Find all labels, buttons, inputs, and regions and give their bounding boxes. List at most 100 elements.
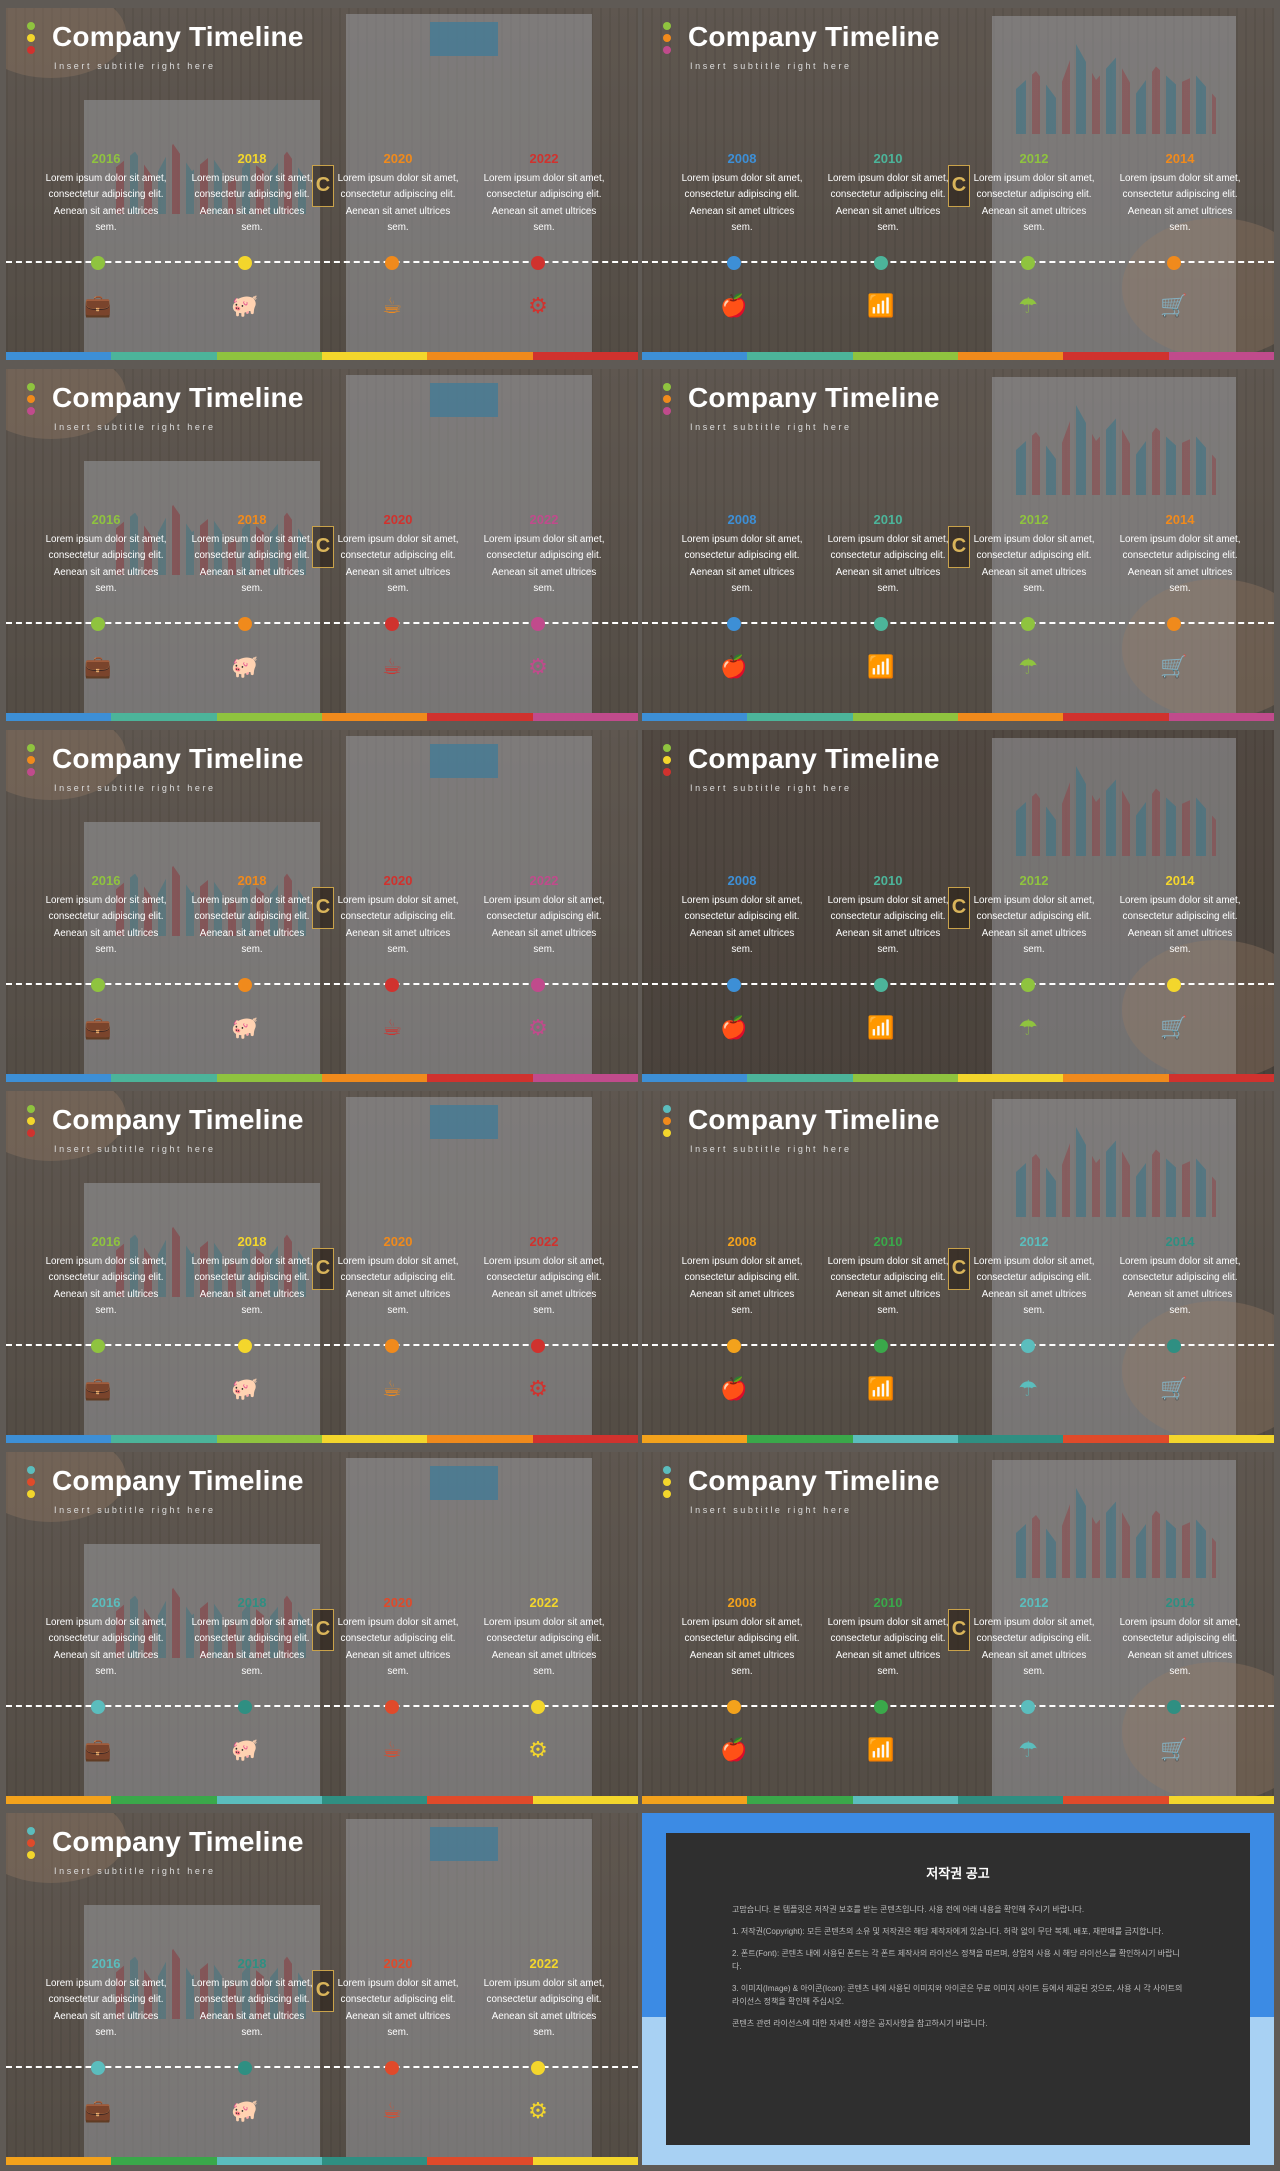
timeline-slide[interactable]: Company Timeline Insert subtitle right h… [642, 369, 1274, 721]
timeline-slide[interactable]: Company Timeline Insert subtitle right h… [642, 1091, 1274, 1443]
rss-icon: 📶 [866, 1015, 896, 1041]
timeline-description: Lorem ipsum dolor sit amet, consectetur … [680, 532, 804, 597]
color-bar-segment [322, 1074, 427, 1082]
timeline-description: Lorem ipsum dolor sit amet, consectetur … [972, 171, 1096, 236]
logo-badge: C [312, 1609, 334, 1651]
color-bar-segment [853, 352, 958, 360]
timeline-slide[interactable]: Company Timeline Insert subtitle right h… [6, 8, 638, 360]
timeline-year: 2012 [972, 151, 1096, 166]
color-bar-segment [111, 1074, 216, 1082]
timeline-year: 2008 [680, 1595, 804, 1610]
cart-icon: 🛒 [1159, 654, 1189, 680]
slide-title: Company Timeline [688, 382, 940, 414]
bottom-color-bar [6, 352, 638, 360]
color-bar-segment [1063, 1435, 1168, 1443]
color-bar-segment [427, 352, 532, 360]
color-bar-segment [6, 1796, 111, 1804]
color-bar-segment [322, 713, 427, 721]
timeline-node [385, 1339, 399, 1353]
timeline-year: 2010 [826, 151, 950, 166]
color-bar-segment [853, 713, 958, 721]
color-bar-segment [747, 713, 852, 721]
timeline-slide[interactable]: Company Timeline Insert subtitle right h… [642, 730, 1274, 1082]
color-bar-segment [217, 1074, 322, 1082]
apple-icon: 🍎 [719, 654, 749, 680]
slide-subtitle: Insert subtitle right here [690, 422, 852, 432]
timeline-node [727, 256, 741, 270]
header-dot [27, 34, 35, 42]
timeline-slide[interactable]: Company Timeline Insert subtitle right h… [6, 1813, 638, 2165]
header-dots [663, 744, 671, 780]
color-bar-segment [533, 1796, 638, 1804]
header-dot [663, 395, 671, 403]
timeline-node [238, 256, 252, 270]
timeline-node [91, 256, 105, 270]
timeline-description: Lorem ipsum dolor sit amet, consectetur … [680, 171, 804, 236]
timeline-year: 2012 [972, 873, 1096, 888]
color-bar-segment [111, 1435, 216, 1443]
logo-badge: C [312, 887, 334, 929]
header-dots [27, 1105, 35, 1141]
timeline-slide[interactable]: Company Timeline Insert subtitle right h… [642, 8, 1274, 360]
header-dot [27, 46, 35, 54]
gears-icon: ⚙ [523, 1737, 553, 1763]
slide-title: Company Timeline [688, 743, 940, 775]
coffee-cup-icon: ☕ [377, 1737, 407, 1763]
color-bar-segment [533, 1435, 638, 1443]
timeline-description: Lorem ipsum dolor sit amet, consectetur … [680, 1615, 804, 1680]
color-bar-segment [427, 713, 532, 721]
timeline-description: Lorem ipsum dolor sit amet, consectetur … [972, 532, 1096, 597]
timeline-year: 2012 [972, 1595, 1096, 1610]
timeline-description: Lorem ipsum dolor sit amet, consectetur … [680, 1254, 804, 1319]
timeline-description: Lorem ipsum dolor sit amet, consectetur … [482, 532, 606, 597]
slide-title: Company Timeline [52, 1465, 304, 1497]
timeline-node [91, 617, 105, 631]
rss-icon: 📶 [866, 293, 896, 319]
umbrella-icon: ☂ [1013, 293, 1043, 319]
bottom-color-bar [642, 1796, 1274, 1804]
color-bar-segment [747, 1435, 852, 1443]
color-bar-segment [322, 2157, 427, 2165]
timeline-description: Lorem ipsum dolor sit amet, consectetur … [1118, 893, 1242, 958]
timeline-node [874, 617, 888, 631]
slide-title: Company Timeline [52, 1826, 304, 1858]
apple-icon: 🍎 [719, 1376, 749, 1402]
timeline-year: 2010 [826, 1595, 950, 1610]
timeline-node [531, 256, 545, 270]
coffee-cup-icon: ☕ [377, 1015, 407, 1041]
color-bar-segment [1063, 713, 1168, 721]
cart-icon: 🛒 [1159, 293, 1189, 319]
color-bar-segment [1063, 352, 1168, 360]
apple-icon: 🍎 [719, 293, 749, 319]
timeline-slide[interactable]: Company Timeline Insert subtitle right h… [6, 1452, 638, 1804]
slide-subtitle: Insert subtitle right here [54, 61, 216, 71]
slide-subtitle: Insert subtitle right here [690, 783, 852, 793]
gears-icon: ⚙ [523, 293, 553, 319]
color-bar-segment [642, 1074, 747, 1082]
timeline-slide[interactable]: Company Timeline Insert subtitle right h… [6, 1091, 638, 1443]
timeline-slide[interactable]: Company Timeline Insert subtitle right h… [6, 369, 638, 721]
timeline-description: Lorem ipsum dolor sit amet, consectetur … [336, 893, 460, 958]
timeline-description: Lorem ipsum dolor sit amet, consectetur … [44, 171, 168, 236]
color-bar-segment [111, 2157, 216, 2165]
header-dot [27, 768, 35, 776]
header-dot [663, 1117, 671, 1125]
timeline-year: 2020 [336, 512, 460, 527]
copyright-notice-slide[interactable]: 저작권 공고 고맙습니다. 본 템플릿은 저작권 보호를 받는 콘텐츠입니다. 사… [642, 1813, 1274, 2165]
slide-subtitle: Insert subtitle right here [690, 61, 852, 71]
timeline-node [1167, 1339, 1181, 1353]
timeline-slide[interactable]: Company Timeline Insert subtitle right h… [642, 1452, 1274, 1804]
header-dot [27, 1105, 35, 1113]
notice-panel: 저작권 공고 고맙습니다. 본 템플릿은 저작권 보호를 받는 콘텐츠입니다. 사… [666, 1833, 1250, 2145]
timeline-description: Lorem ipsum dolor sit amet, consectetur … [826, 532, 950, 597]
header-dot [663, 756, 671, 764]
timeline-slide[interactable]: Company Timeline Insert subtitle right h… [6, 730, 638, 1082]
timeline-year: 2010 [826, 512, 950, 527]
timeline-year: 2016 [44, 151, 168, 166]
slide-title: Company Timeline [688, 21, 940, 53]
timeline-year: 2020 [336, 151, 460, 166]
notice-outro: 콘텐츠 관련 라이선스에 대한 자세한 사항은 공지사항을 참고하시기 바랍니다… [732, 2017, 1184, 2030]
timeline-node [1021, 1700, 1035, 1714]
timeline-description: Lorem ipsum dolor sit amet, consectetur … [1118, 1254, 1242, 1319]
timeline-year: 2012 [972, 512, 1096, 527]
